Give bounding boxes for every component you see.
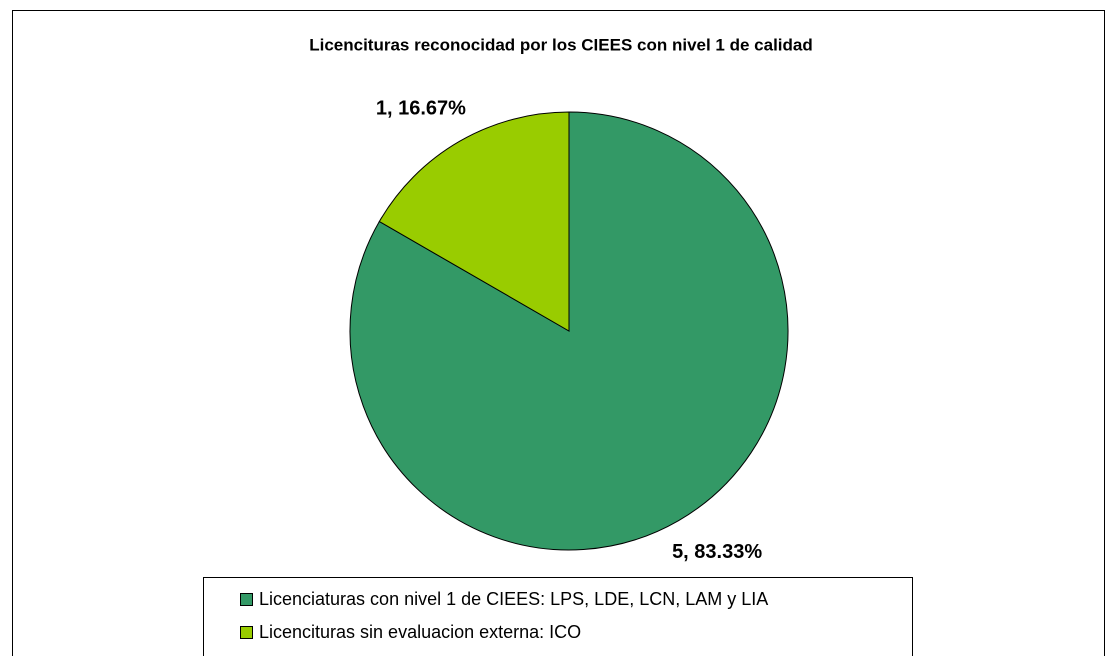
legend-swatch [240, 593, 253, 606]
legend-swatch [240, 626, 253, 639]
legend-label: Licenciaturas con nivel 1 de CIEES: LPS,… [259, 589, 768, 609]
chart-title: Licencituras reconocidad por los CIEES c… [309, 35, 813, 54]
legend-label: Licencituras sin evaluacion externa: ICO [259, 622, 581, 642]
legend-box [203, 577, 913, 656]
data-label: 1, 16.67% [376, 97, 466, 119]
data-label: 5, 83.33% [672, 541, 762, 563]
pie-slice [378, 111, 570, 332]
